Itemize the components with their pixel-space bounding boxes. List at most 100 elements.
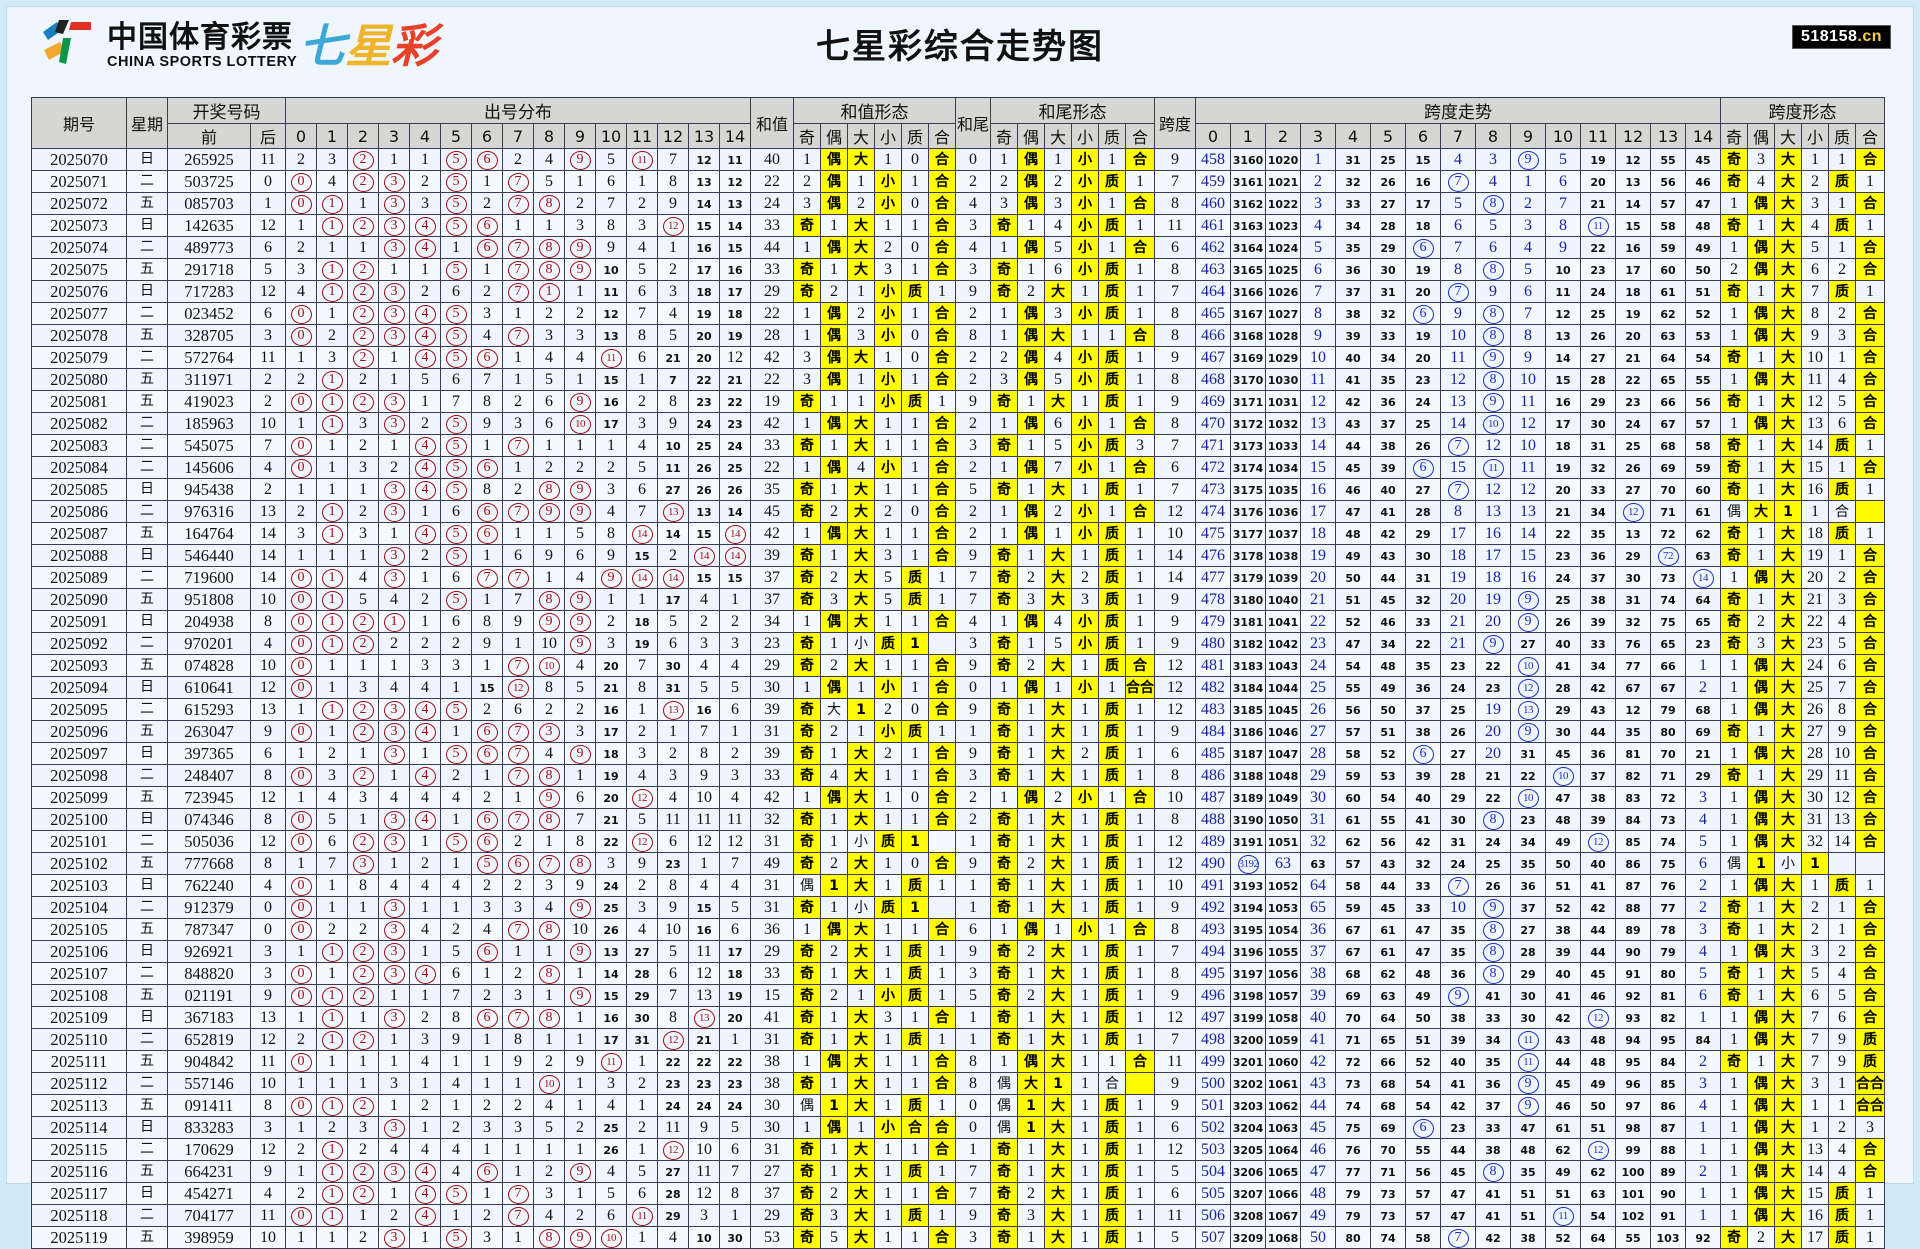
site-badge[interactable]: 518158.cn xyxy=(1791,25,1891,49)
issue-number[interactable]: 2025110 xyxy=(31,1028,127,1051)
issue-number[interactable]: 2025108 xyxy=(31,984,127,1007)
table-row[interactable]: 2025071 二 503725 0 0 4 2 3 2 5 1 7 5 1 6 1 8 13 12 22 2 偶 1 小 1 合… xyxy=(31,170,1885,193)
issue-number[interactable]: 2025078 xyxy=(31,324,127,347)
issue-number[interactable]: 2025074 xyxy=(31,236,127,259)
table-row[interactable]: 2025091 日 204938 8 0 1 2 1 1 6 8 9 9 9 2 18 5 2 2 34 1 偶大 1 1 合 4… xyxy=(31,610,1885,633)
issue-number[interactable]: 2025102 xyxy=(31,852,127,875)
table-row[interactable]: 2025100 日 074346 8 0 5 1 3 4 1 6 7 8 7 21 5 11 11 11 32 奇 1 大 1… xyxy=(31,808,1885,831)
issue-number[interactable]: 2025095 xyxy=(31,698,127,721)
table-row[interactable]: 2025076 日 717283 12 4 1 2 3 2 6 2 7 1 1 11 6 3 18 17 29 奇 2 1 小… xyxy=(31,280,1885,303)
table-row[interactable]: 2025119 五 398959 10 1 1 2 3 1 5 3 1 8 9 10 1 4 10 30 53 奇 5 大 1… xyxy=(31,1226,1885,1249)
table-row[interactable]: 2025077 二 023452 6 0 1 2 3 4 5 3 1 2 2 12 7 4 19 18 22 1 偶 2 小 1… xyxy=(31,302,1885,325)
table-row[interactable]: 2025112 二 557146 10 1 1 1 3 1 4 1 1 10 1 3 2 23 23 23 38 奇 1 大… xyxy=(31,1072,1885,1095)
issue-number[interactable]: 2025117 xyxy=(31,1182,127,1205)
table-row[interactable]: 2025106 日 926921 3 1 1 2 3 1 5 6 1 1 9 13 27 5 11 17 29 奇 2 大 1… xyxy=(31,940,1885,963)
issue-number[interactable]: 2025081 xyxy=(31,390,127,413)
table-row[interactable]: 2025109 日 367183 13 1 1 1 3 2 8 6 7 8 1 16 30 8 13 20 41 奇 1 大… xyxy=(31,1006,1885,1029)
issue-number[interactable]: 2025090 xyxy=(31,588,127,611)
issue-number[interactable]: 2025098 xyxy=(31,764,127,787)
table-row[interactable]: 2025086 二 976316 13 2 1 2 3 1 6 6 7 9 9 4 7 13 13 14 45 奇 2 大 2… xyxy=(31,500,1885,523)
table-row[interactable]: 2025101 二 505036 12 0 6 2 3 1 5 6 2 1 8 22 12 6 12 12 31 奇 1 小… xyxy=(31,830,1885,853)
table-row[interactable]: 2025118 二 704177 11 0 1 1 2 4 1 2 7 4 2 6 11 29 3 1 29 奇 3 大 1 质… xyxy=(31,1204,1885,1227)
issue-number[interactable]: 2025089 xyxy=(31,566,127,589)
table-row[interactable]: 2025099 五 723945 12 1 4 3 4 4 4 2 1 9 6 20 12 4 10 4 42 1 偶大 1… xyxy=(31,786,1885,809)
issue-number[interactable]: 2025113 xyxy=(31,1094,127,1117)
table-row[interactable]: 2025079 二 572764 11 1 3 2 1 4 5 6 1 4 4 11 6 21 20 12 42 3 偶大… xyxy=(31,346,1885,369)
table-row[interactable]: 2025073 日 142635 12 1 1 2 3 4 5 6 1 1 3 8 3 12 15 14 33 奇 1 大 1… xyxy=(31,214,1885,237)
issue-number[interactable]: 2025085 xyxy=(31,478,127,501)
issue-number[interactable]: 2025112 xyxy=(31,1072,127,1095)
issue-number[interactable]: 2025087 xyxy=(31,522,127,545)
issue-number[interactable]: 2025118 xyxy=(31,1204,127,1227)
table-row[interactable]: 2025111 五 904842 11 0 1 1 1 4 1 1 9 2 9 11 1 22 22 22 38 1 偶大… xyxy=(31,1050,1885,1073)
issue-number[interactable]: 2025114 xyxy=(31,1116,127,1139)
table-row[interactable]: 2025102 五 777668 8 1 7 3 1 2 1 5 6 7 8 3 9 23 1 7 49 奇 2 大 1 0 合 9… xyxy=(31,852,1885,875)
table-row[interactable]: 2025113 五 091411 8 0 1 2 1 2 1 2 2 4 1 4 1 24 24 24 30 偶 1 大 1 质… xyxy=(31,1094,1885,1117)
issue-number[interactable]: 2025091 xyxy=(31,610,127,633)
table-row[interactable]: 2025085 日 945438 2 1 1 1 3 4 5 8 2 8 9 3 6 27 26 26 35 奇 1 大 1 1… xyxy=(31,478,1885,501)
table-row[interactable]: 2025082 二 185963 10 1 1 3 3 2 5 9 3 6 10 17 3 9 24 23 42 1 偶大… xyxy=(31,412,1885,435)
table-row[interactable]: 2025078 五 328705 3 0 2 2 3 4 5 4 7 3 3 13 8 5 20 19 28 1 偶 3 小 0… xyxy=(31,324,1885,347)
table-row[interactable]: 2025097 日 397365 6 1 2 1 3 1 5 6 7 4 9 18 3 2 8 2 39 奇 1 大 2 1 合 9… xyxy=(31,742,1885,765)
issue-number[interactable]: 2025084 xyxy=(31,456,127,479)
table-row[interactable]: 2025104 二 912379 0 0 1 1 3 1 1 3 3 4 9 25 3 9 15 5 31 奇 1 小质 1 1… xyxy=(31,896,1885,919)
issue-number[interactable]: 2025109 xyxy=(31,1006,127,1029)
issue-number[interactable]: 2025083 xyxy=(31,434,127,457)
table-row[interactable]: 2025072 五 085703 1 0 1 1 3 3 5 2 7 8 2 7 2 9 14 13 24 3 偶 2 小 0 合… xyxy=(31,192,1885,215)
issue-number[interactable]: 2025105 xyxy=(31,918,127,941)
issue-number[interactable]: 2025079 xyxy=(31,346,127,369)
issue-number[interactable]: 2025096 xyxy=(31,720,127,743)
issue-number[interactable]: 2025076 xyxy=(31,280,127,303)
issue-number[interactable]: 2025094 xyxy=(31,676,127,699)
table-row[interactable]: 2025095 二 615293 13 1 1 2 3 4 5 2 6 2 2 16 1 13 16 6 39 奇大 1 2… xyxy=(31,698,1885,721)
issue-number[interactable]: 2025077 xyxy=(31,302,127,325)
table-row[interactable]: 2025070 日 265925 11 2 3 2 1 1 5 6 2 4 9 5 11 7 12 11 40 1 偶大 1… xyxy=(31,148,1885,171)
table-row[interactable]: 2025074 二 489773 6 2 1 1 3 4 1 6 7 8 9 9 4 1 16 15 44 1 偶大 2 0 合… xyxy=(31,236,1885,259)
table-row[interactable]: 2025096 五 263047 9 0 1 2 3 4 1 6 7 3 3 17 2 1 7 1 31 奇 2 1 小质 1 1… xyxy=(31,720,1885,743)
table-row[interactable]: 2025094 日 610641 12 0 1 3 4 4 1 15 12 8 5 21 8 31 5 5 30 1 偶 1… xyxy=(31,676,1885,699)
issue-number[interactable]: 2025086 xyxy=(31,500,127,523)
issue-number[interactable]: 2025070 xyxy=(31,148,127,171)
issue-number[interactable]: 2025115 xyxy=(31,1138,127,1161)
issue-number[interactable]: 2025092 xyxy=(31,632,127,655)
table-row[interactable]: 2025110 二 652819 12 2 1 2 1 3 9 1 8 1 1 17 31 12 21 1 31 奇 1 大… xyxy=(31,1028,1885,1051)
table-row[interactable]: 2025117 日 454271 4 2 1 2 1 4 5 1 7 3 1 5 6 28 12 8 37 奇 2 大 1 1 合… xyxy=(31,1182,1885,1205)
table-row[interactable]: 2025092 二 970201 4 0 1 2 2 2 2 9 1 10 9 3 19 6 3 3 23 奇 1 小质 1 3… xyxy=(31,632,1885,655)
table-row[interactable]: 2025093 五 074828 10 0 1 1 1 3 3 1 7 10 4 20 7 30 4 4 29 奇 2 大 1… xyxy=(31,654,1885,677)
table-row[interactable]: 2025116 五 664231 9 1 1 2 3 4 4 6 1 2 9 4 5 27 11 7 27 奇 1 大 1 质 1… xyxy=(31,1160,1885,1183)
table-row[interactable]: 2025087 五 164764 14 3 1 3 1 4 5 6 1 1 5 8 14 14 15 14 42 1 偶大… xyxy=(31,522,1885,545)
issue-number[interactable]: 2025116 xyxy=(31,1160,127,1183)
issue-number[interactable]: 2025100 xyxy=(31,808,127,831)
table-row[interactable]: 2025103 日 762240 4 0 1 8 4 4 4 2 2 3 9 24 2 8 4 4 31 偶 1 大 1 质 1 1… xyxy=(31,874,1885,897)
table-row[interactable]: 2025084 二 145606 4 0 1 3 2 4 5 6 1 2 2 2 5 11 26 25 22 1 偶 4 小 1… xyxy=(31,456,1885,479)
issue-number[interactable]: 2025072 xyxy=(31,192,127,215)
table-row[interactable]: 2025080 五 311971 2 2 1 2 1 5 6 7 1 5 1 15 1 7 22 21 22 3 偶 1 小 1… xyxy=(31,368,1885,391)
issue-number[interactable]: 2025101 xyxy=(31,830,127,853)
table-row[interactable]: 2025083 二 545075 7 0 1 2 1 4 5 1 7 1 1 1 4 10 25 24 33 奇 1 大 1 1… xyxy=(31,434,1885,457)
table-row[interactable]: 2025088 日 546440 14 1 1 1 3 2 5 1 6 9 6 9 15 2 14 14 39 奇 1 大 3… xyxy=(31,544,1885,567)
table-row[interactable]: 2025081 五 419023 2 0 1 2 3 1 7 8 2 6 9 16 2 8 23 22 19 奇 1 1 小质… xyxy=(31,390,1885,413)
issue-number[interactable]: 2025104 xyxy=(31,896,127,919)
issue-number[interactable]: 2025075 xyxy=(31,258,127,281)
issue-number[interactable]: 2025088 xyxy=(31,544,127,567)
issue-number[interactable]: 2025071 xyxy=(31,170,127,193)
issue-number[interactable]: 2025099 xyxy=(31,786,127,809)
issue-number[interactable]: 2025080 xyxy=(31,368,127,391)
issue-number[interactable]: 2025111 xyxy=(31,1050,127,1073)
issue-number[interactable]: 2025106 xyxy=(31,940,127,963)
table-row[interactable]: 2025107 二 848820 3 0 1 2 3 4 6 1 2 8 1 14 28 6 12 18 33 奇 1 大 1… xyxy=(31,962,1885,985)
issue-number[interactable]: 2025119 xyxy=(31,1226,127,1249)
issue-number[interactable]: 2025082 xyxy=(31,412,127,435)
table-row[interactable]: 2025105 五 787347 0 0 2 2 3 4 2 4 7 8 10 26 4 10 16 6 36 1 偶大 1… xyxy=(31,918,1885,941)
issue-number[interactable]: 2025107 xyxy=(31,962,127,985)
table-row[interactable]: 2025089 二 719600 14 0 1 4 3 1 6 7 7 1 4 9 14 14 15 15 37 奇 2 大… xyxy=(31,566,1885,589)
table-row[interactable]: 2025115 二 170629 12 2 1 2 4 4 4 1 1 1 1 26 1 12 10 6 31 奇 1 大 1… xyxy=(31,1138,1885,1161)
table-row[interactable]: 2025098 二 248407 8 0 3 2 1 4 2 1 7 8 1 19 4 3 9 3 33 奇 4 大 1 1 合 3… xyxy=(31,764,1885,787)
table-row[interactable]: 2025114 日 833283 3 1 2 3 3 1 2 3 3 5 2 25 2 11 9 5 30 1 偶 1 小合合… xyxy=(31,1116,1885,1139)
table-row[interactable]: 2025108 五 021191 9 0 1 2 1 1 7 2 3 1 9 15 29 7 13 19 15 奇 2 1 小… xyxy=(31,984,1885,1007)
issue-number[interactable]: 2025093 xyxy=(31,654,127,677)
table-row[interactable]: 2025090 五 951808 10 0 1 5 4 2 5 1 7 8 9 1 1 17 4 1 37 奇 3 大 5 质 1… xyxy=(31,588,1885,611)
table-row[interactable]: 2025075 五 291718 5 3 1 2 1 1 5 1 7 8 9 10 5 2 17 16 33 奇 1 大 3 1… xyxy=(31,258,1885,281)
issue-number[interactable]: 2025103 xyxy=(31,874,127,897)
issue-number[interactable]: 2025073 xyxy=(31,214,127,237)
